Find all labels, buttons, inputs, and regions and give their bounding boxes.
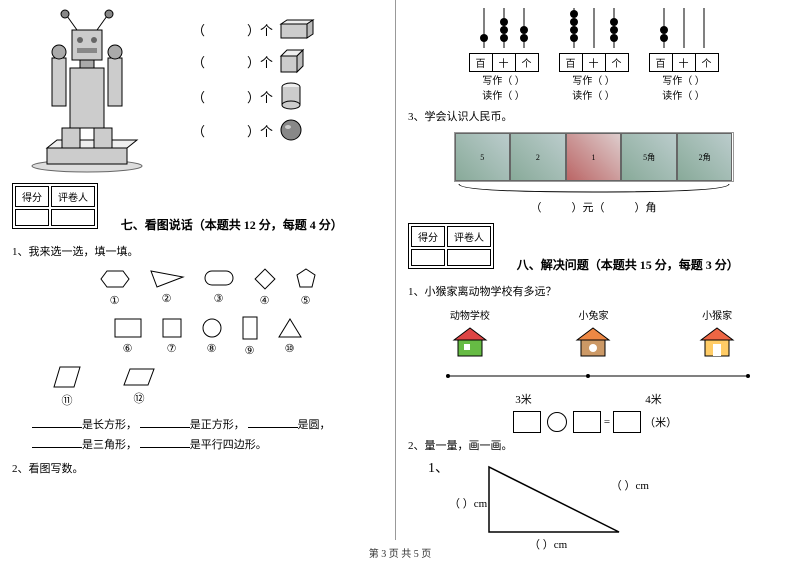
sphere-count-row: （）个 [192,118,315,142]
fill-line-1: 是长方形， 是正方形， 是圆， [32,416,383,432]
shapes-grid: ① ② ③ ④ ⑤ ⑥ ⑦ ⑧ ⑨ ⑩ ⑪ ⑫ [32,267,383,408]
q7-1-text: 1、我来选一选，填一填。 [12,243,383,259]
page-footer: 第 3 页 共 5 页 [0,545,800,560]
robot-figure [12,8,162,173]
monkey-house-icon [697,322,737,357]
distance-line [408,368,768,384]
abacus-row: 百十个 写作（ ） 读作（ ） 百十个 写作（ ） 读作（ ） 百十个 写作（ … [408,8,779,102]
shape-count-list: （）个 （）个 （）个 （）个 [192,18,315,173]
q8-2-text: 2、量一量，画一画。 [408,437,779,453]
section-8-title: 八、解决问题（本题共 15 分，每题 3 分） [517,256,739,273]
page-container: （）个 （）个 （）个 （）个 得分评卷人 [0,0,800,540]
money-area: 5215角2角 （）元（）角 [408,132,779,215]
grader-label: 评卷人 [51,186,95,207]
q-money-text: 3、学会认识人民币。 [408,108,779,124]
house-row: 动物学校 小兔家 小猴家 [408,307,779,360]
score-label: 得分 [15,186,49,207]
abacus-3: 百十个 写作（ ） 读作（ ） [649,8,719,102]
equation-row: = （米） [408,411,779,433]
q8-1-text: 1、小猴家离动物学校有多远？ [408,283,779,299]
abacus-1: 百十个 写作（ ） 读作（ ） [469,8,539,102]
score-label: 得分 [411,226,445,247]
distance-labels: 3米 4米 [408,391,779,407]
score-box-7: 得分评卷人 [12,183,98,229]
fill-line-2: 是三角形， 是平行四边形。 [32,436,383,452]
grader-label: 评卷人 [447,226,491,247]
abacus-2: 百十个 写作（ ） 读作（ ） [559,8,629,102]
rabbit-house-icon [573,322,613,357]
money-fill: （）元（）角 [408,199,779,215]
section-7-title: 七、看图说话（本题共 12 分，每题 4 分） [121,216,343,233]
triangle-measure: （ ）cm （ ）cm （ ）cm [459,457,659,547]
cube-count-row: （）个 [192,48,315,74]
score-box-8: 得分评卷人 [408,223,494,269]
right-column: 百十个 写作（ ） 读作（ ） 百十个 写作（ ） 读作（ ） 百十个 写作（ … [396,0,791,540]
money-bills: 5215角2角 [454,132,734,182]
cylinder-count-row: （）个 [192,82,315,110]
cuboid-count-row: （）个 [192,18,315,40]
left-column: （）个 （）个 （）个 （）个 得分评卷人 [0,0,395,540]
q7-2-text: 2、看图写数。 [12,460,383,476]
school-icon [450,322,490,357]
robot-shapes-area: （）个 （）个 （）个 （）个 [12,8,383,173]
